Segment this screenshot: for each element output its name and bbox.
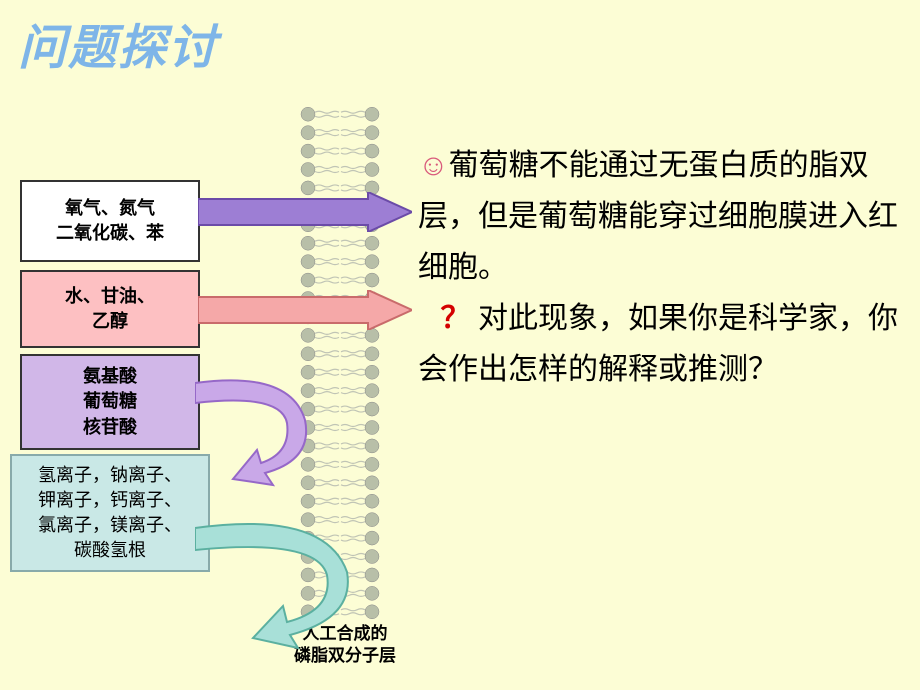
box4-line1: 氢离子，钠离子、 [38, 463, 182, 488]
box4-line2: 钾离子，钙离子、 [38, 488, 182, 513]
box1-line1: 氧气、氮气 [65, 196, 155, 221]
arrow-2 [198, 290, 412, 330]
box2-line2: 乙醇 [92, 309, 128, 334]
box1-line2: 二氧化碳、苯 [56, 221, 164, 246]
box-amino: 氨基酸 葡萄糖 核苷酸 [20, 354, 200, 450]
box3-line2: 葡萄糖 [83, 389, 137, 414]
box-ions: 氢离子，钠离子、 钾离子，钙离子、 氯离子，镁离子、 碳酸氢根 [10, 454, 210, 572]
box3-line3: 核苷酸 [83, 415, 137, 440]
box3-line1: 氨基酸 [83, 364, 137, 389]
arrow-3-curved [195, 365, 335, 495]
explanation-text: ☺葡萄糖不能通过无蛋白质的脂双层，但是葡萄糖能穿过细胞膜进入红细胞。 ？ 对此现… [418, 140, 908, 395]
smiley-icon: ☺ [418, 149, 449, 182]
question-mark: ？ [441, 302, 471, 335]
page-title: 问题探讨 [18, 8, 218, 78]
arrow-4-curved [195, 510, 375, 655]
paragraph-2: 对此现象，如果你是科学家，你会作出怎样的解释或推测？ [418, 302, 898, 386]
arrow-1 [198, 192, 412, 232]
box4-line4: 碳酸氢根 [74, 538, 146, 563]
box2-line1: 水、甘油、 [65, 284, 155, 309]
box-gases: 氧气、氮气 二氧化碳、苯 [20, 180, 200, 262]
substance-boxes: 氧气、氮气 二氧化碳、苯 水、甘油、 乙醇 氨基酸 葡萄糖 核苷酸 氢离子，钠离… [20, 180, 200, 572]
box4-line3: 氯离子，镁离子、 [38, 513, 182, 538]
box-water: 水、甘油、 乙醇 [20, 270, 200, 348]
paragraph-1: 葡萄糖不能通过无蛋白质的脂双层，但是葡萄糖能穿过细胞膜进入红细胞。 [418, 149, 898, 284]
